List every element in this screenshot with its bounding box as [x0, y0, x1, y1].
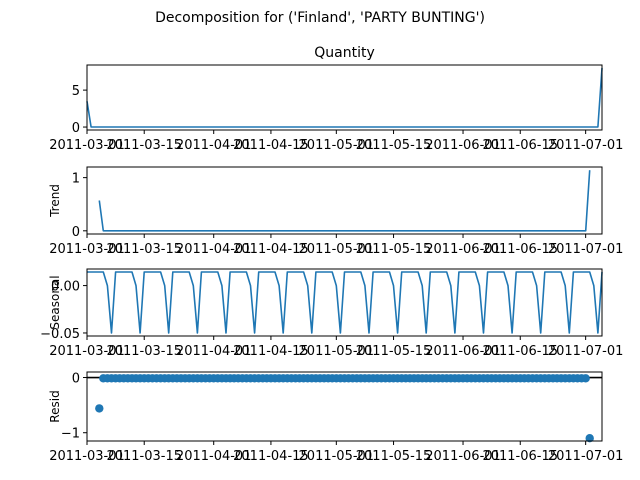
trend-x-tick-label: 2011-06-01	[425, 242, 501, 257]
seasonal-x-tick-label: 2011-07-01	[548, 344, 624, 359]
resid-x-tick-label: 2011-07-01	[548, 449, 624, 464]
observed-x-tick-label: 2011-03-01	[49, 138, 125, 153]
trend-x-tick-label: 2011-06-15	[482, 242, 558, 257]
resid-x-tick-label: 2011-04-15	[233, 449, 309, 464]
seasonal-x-tick-label: 2011-03-01	[49, 344, 125, 359]
observed-x-tick-label: 2011-06-01	[425, 138, 501, 153]
observed-series-line	[86, 67, 603, 128]
observed-x-tick-label: 2011-04-15	[233, 138, 309, 153]
resid-x-tick-label: 2011-03-15	[106, 449, 182, 464]
seasonal-x-tick-label: 2011-04-01	[176, 344, 252, 359]
resid-x-tick-label: 2011-03-01	[49, 449, 125, 464]
resid-x-tick-label: 2011-05-15	[356, 449, 432, 464]
resid-point	[585, 434, 594, 443]
observed-y-tick-label: 5	[72, 84, 80, 99]
trend-x-tick-label: 2011-04-15	[233, 242, 309, 257]
panels: 052011-03-012011-03-152011-04-012011-04-…	[40, 45, 623, 464]
trend-x-tick-label: 2011-03-15	[106, 242, 182, 257]
seasonal-x-tick-label: 2011-04-15	[233, 344, 309, 359]
trend-y-axis-label: Trend	[48, 184, 62, 218]
resid-point	[95, 404, 104, 413]
resid-x-tick-label: 2011-06-15	[482, 449, 558, 464]
observed-y-tick-label: 0	[72, 121, 80, 136]
resid-y-axis-label: Resid	[48, 390, 62, 422]
resid-point	[581, 374, 590, 383]
trend-x-tick-label: 2011-05-15	[356, 242, 432, 257]
seasonal-y-tick-label: −0.05	[40, 327, 80, 342]
trend-series-line	[98, 170, 591, 232]
trend-x-tick-label: 2011-04-01	[176, 242, 252, 257]
seasonal-y-tick-label: 0.00	[51, 280, 80, 295]
seasonal-x-tick-label: 2011-05-15	[356, 344, 432, 359]
resid-y-tick-label: 0	[72, 372, 80, 387]
panel-seasonal: 0.00−0.052011-03-012011-03-152011-04-012…	[40, 268, 624, 359]
resid-x-tick-label: 2011-04-01	[176, 449, 252, 464]
observed-x-tick-label: 2011-06-15	[482, 138, 558, 153]
seasonal-x-tick-label: 2011-06-15	[482, 344, 558, 359]
resid-x-tick-label: 2011-06-01	[425, 449, 501, 464]
observed-x-tick-label: 2011-05-01	[299, 138, 375, 153]
observed-x-tick-label: 2011-07-01	[548, 138, 624, 153]
trend-axes-frame	[86, 166, 603, 235]
observed-panel-title: Quantity	[314, 45, 375, 61]
panel-trend: 0 1 2011-03-012011-03-152011-04-012011-04-…	[48, 166, 624, 257]
observed-x-tick-label: 2011-04-01	[176, 138, 252, 153]
seasonal-y-axis-label: Seasonal	[48, 275, 62, 329]
seasonal-x-tick-label: 2011-05-01	[299, 344, 375, 359]
resid-y-tick-label: −1	[61, 427, 80, 442]
observed-x-tick-label: 2011-05-15	[356, 138, 432, 153]
trend-x-tick-label: 2011-03-01	[49, 242, 125, 257]
seasonal-x-tick-label: 2011-03-15	[106, 344, 182, 359]
observed-x-tick-label: 2011-03-15	[106, 138, 182, 153]
seasonal-axes-frame	[86, 268, 603, 337]
trend-x-tick-label: 2011-07-01	[548, 242, 624, 257]
seasonal-series-line	[87, 271, 603, 334]
observed-axes-frame	[86, 64, 603, 131]
seasonal-x-tick-label: 2011-06-01	[425, 344, 501, 359]
trend-y-tick-label: 1	[72, 172, 80, 187]
figure-title: Decomposition for ('Finland', 'PARTY BUN…	[155, 10, 485, 26]
panel-resid: 0 −1 2011-03-012011-03-152011-04-012011-04…	[48, 371, 624, 464]
panel-observed: 0 5 2011-03-012011-03-152011-04-012011-04-…	[49, 45, 623, 153]
trend-x-tick-label: 2011-05-01	[299, 242, 375, 257]
resid-x-tick-label: 2011-05-01	[299, 449, 375, 464]
resid-axes-frame	[86, 371, 603, 442]
trend-y-tick-label: 0	[72, 225, 80, 240]
